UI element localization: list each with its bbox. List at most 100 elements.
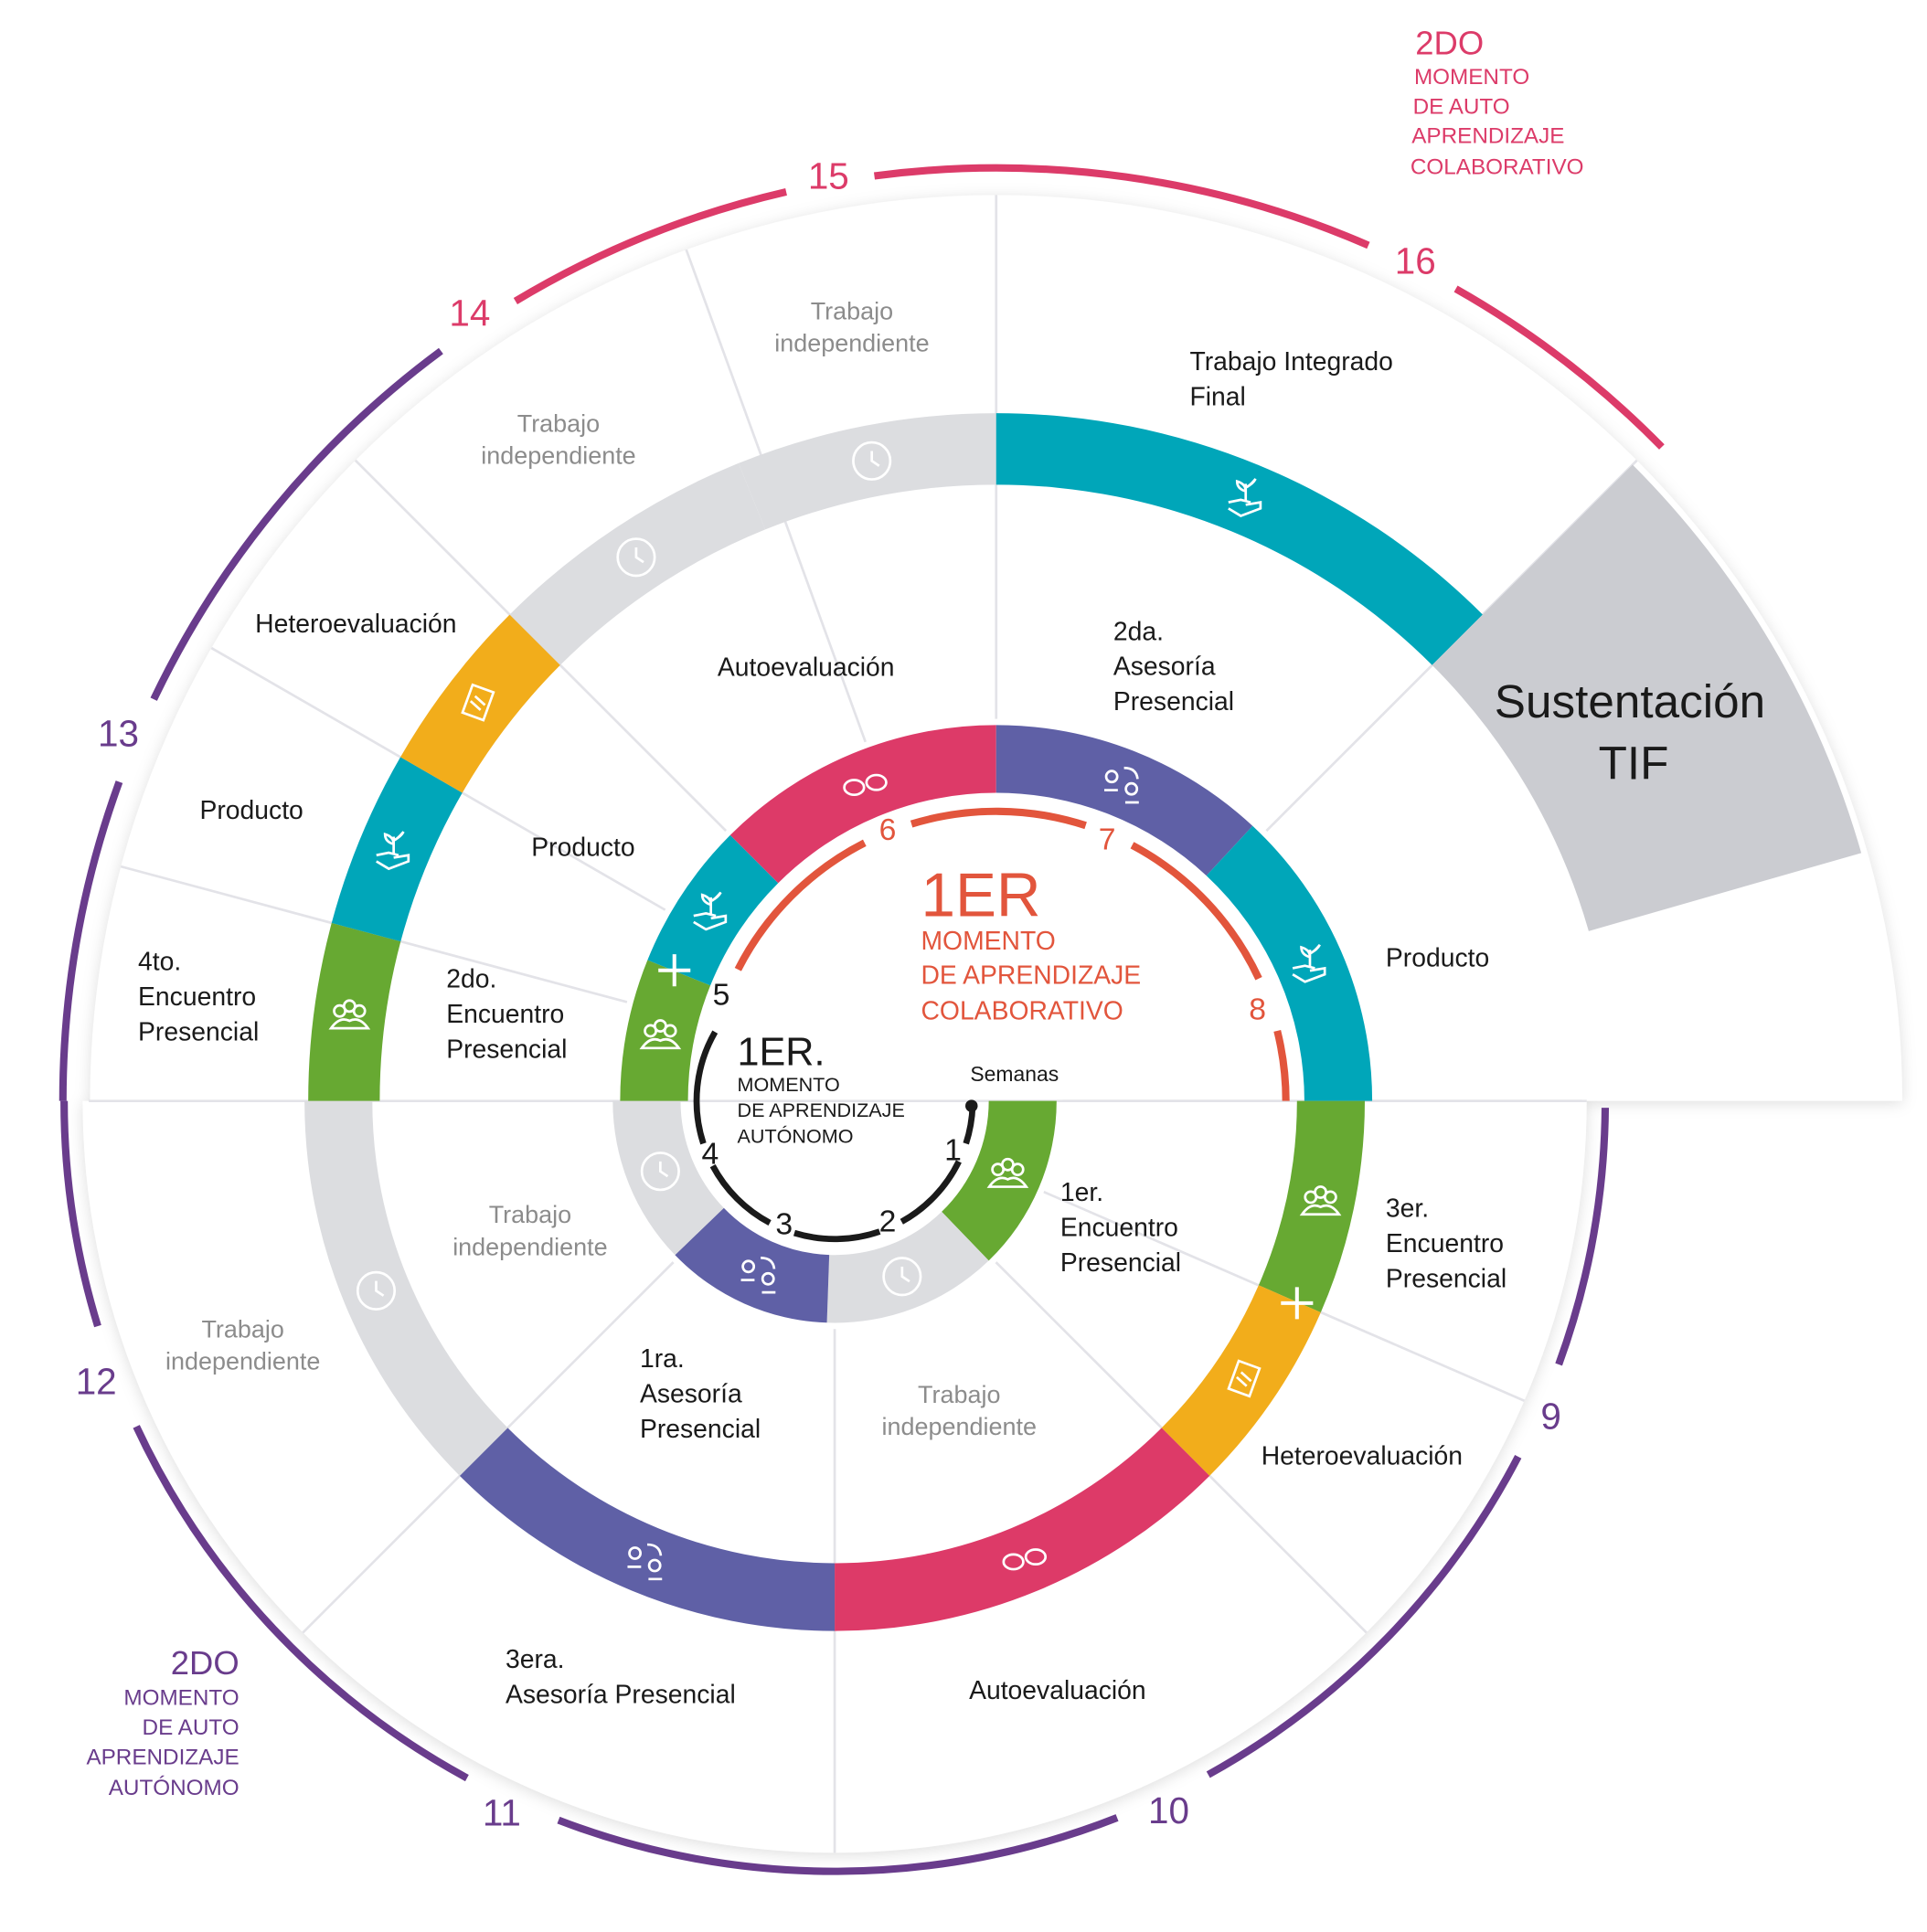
- activity-label: Autoevaluación: [969, 1676, 1146, 1705]
- ring-segment-green: [942, 1100, 1057, 1261]
- header-second-auto-line: MOMENTO: [123, 1686, 239, 1711]
- header-first-auto-line: DE APRENDIZAJE: [738, 1099, 905, 1121]
- activity-label-line: Asesoría: [1113, 653, 1216, 682]
- week-arc-autonomous-2: [60, 1100, 101, 1328]
- activity-label-line: 3er.: [1386, 1194, 1429, 1223]
- activity-label-line: Trabajo: [918, 1381, 1000, 1408]
- clock-icon-face: [882, 1257, 922, 1297]
- clock-icon-face: [852, 441, 892, 481]
- activity-label-line: Presencial: [1113, 687, 1234, 717]
- week-arcs: [59, 164, 1665, 1875]
- glasses-icon-lens: [1024, 1548, 1048, 1566]
- ring-segment-pink: [835, 1428, 1210, 1631]
- ring-segment-purple: [459, 1428, 836, 1631]
- group-icon: [986, 1157, 1029, 1188]
- week-arc-autonomous-1: [709, 1164, 772, 1226]
- header-first-collaborative: 1ER MOMENTO DE APRENDIZAJE COLABORATIVO: [921, 861, 1141, 1025]
- plant-icon-leaves: [383, 831, 405, 855]
- activity-label: Producto: [1386, 944, 1489, 973]
- header-first-auto-big: 1ER.: [738, 1031, 825, 1075]
- ring-segment-grey: [612, 1100, 724, 1256]
- header-second-auto-big: 2DO: [171, 1644, 240, 1682]
- week-arc-autonomous-2: [1206, 1455, 1522, 1778]
- final-defense-line2: TIF: [1599, 738, 1669, 790]
- activity-label: Heteroevaluación: [1262, 1442, 1463, 1471]
- activity-label: Trabajo independiente: [481, 409, 635, 469]
- activity-label-line: Presencial: [1386, 1264, 1506, 1293]
- activity-label-line: Producto: [531, 833, 634, 862]
- hand-icon-palm: [1228, 498, 1262, 517]
- week-number: 16: [1395, 240, 1436, 282]
- week-number: 13: [98, 712, 139, 754]
- week-number: 1: [944, 1132, 962, 1167]
- activity-label-line: Presencial: [138, 1018, 259, 1047]
- ring-segment-grey: [509, 462, 766, 665]
- group-icon-body: [328, 1018, 371, 1030]
- group-icon-head: [1323, 1190, 1337, 1205]
- glasses-icon-lens: [865, 773, 888, 791]
- group-icon-head: [1010, 1162, 1025, 1177]
- activity-label: 3er. Encuentro Presencial: [1386, 1194, 1506, 1293]
- activity-label-line: Presencial: [640, 1415, 761, 1444]
- exchange-icon-head: [761, 1271, 775, 1286]
- activity-label-line: Heteroevaluación: [255, 610, 456, 639]
- header-second-collab-line: DE AUTO: [1413, 94, 1510, 119]
- group-icon-head: [352, 1003, 367, 1018]
- header-second-auto-line: AUTÓNOMO: [109, 1776, 240, 1800]
- week-arc-autonomous-2: [59, 780, 123, 1101]
- clock-icon-hands: [634, 547, 644, 564]
- activity-label-line: Trabajo: [517, 409, 600, 437]
- header-second-collaborative: 2DO MOMENTO DE AUTO APRENDIZAJE COLABORA…: [1411, 25, 1584, 180]
- exchange-icon: [740, 1257, 776, 1294]
- activity-label-line: Producto: [199, 796, 303, 825]
- ring-segment-grey: [826, 1211, 989, 1323]
- activity-label: Producto: [531, 833, 634, 862]
- document-icon-page: [1227, 1359, 1262, 1398]
- activity-labels: 1er. Encuentro Presencial Trabajo independie…: [138, 298, 1506, 1710]
- activity-label-line: Presencial: [446, 1035, 567, 1064]
- week-number: 4: [701, 1136, 719, 1171]
- ring-segment-teal: [331, 757, 463, 942]
- header-first-autonomous: 1ER. MOMENTO DE APRENDIZAJE AUTÓNOMO: [738, 1031, 905, 1148]
- weeks-label: Semanas: [970, 1062, 1059, 1086]
- ring-segment-yellow: [400, 614, 560, 793]
- activity-label-line: independiente: [452, 1233, 607, 1260]
- activity-icons: [328, 441, 1342, 1581]
- activity-label: 1er. Encuentro Presencial: [1060, 1178, 1181, 1278]
- activity-label-line: Autoevaluación: [718, 653, 895, 682]
- header-first-collab-line: MOMENTO: [921, 927, 1055, 956]
- week-number: 2: [879, 1205, 897, 1239]
- header-first-auto-line: MOMENTO: [738, 1073, 840, 1096]
- plus-icon: [658, 954, 691, 987]
- ring-segment-grey: [304, 1100, 508, 1476]
- document-icon-page: [461, 683, 495, 722]
- exchange-icon-head: [1124, 781, 1139, 796]
- activity-label: Trabajo Integrado Final: [1189, 347, 1392, 411]
- activity-label: Trabajo independiente: [882, 1381, 1037, 1440]
- clock-icon-face: [616, 537, 656, 578]
- weeks-start-dot: [965, 1099, 978, 1112]
- week-arc-collaborative-1: [1273, 1029, 1290, 1101]
- clock-icon-face: [640, 1152, 680, 1192]
- group-icon-body: [639, 1037, 682, 1050]
- week-number: 5: [713, 977, 730, 1012]
- group-icon: [1299, 1185, 1342, 1216]
- week-number: 3: [775, 1206, 793, 1241]
- activity-label: Trabajo independiente: [452, 1201, 607, 1260]
- hand-plant-icon: [693, 891, 728, 931]
- header-first-auto-line: AUTÓNOMO: [738, 1125, 854, 1148]
- document-icon-lines: [469, 695, 486, 711]
- exchange-icon-head: [628, 1546, 642, 1560]
- ring-segment-grey: [738, 413, 996, 530]
- activity-label: Trabajo independiente: [165, 1316, 320, 1375]
- header-second-auto-line: APRENDIZAJE: [86, 1745, 239, 1769]
- week-number: 11: [483, 1792, 521, 1834]
- glasses-icon-lens: [843, 779, 866, 797]
- hand-plant-icon: [376, 831, 410, 871]
- activity-label-line: Asesoría: [640, 1379, 742, 1408]
- week-arc-collaborative-2: [513, 187, 787, 304]
- exchange-icon-arrow: [627, 1543, 663, 1581]
- activity-label: Producto: [199, 796, 303, 825]
